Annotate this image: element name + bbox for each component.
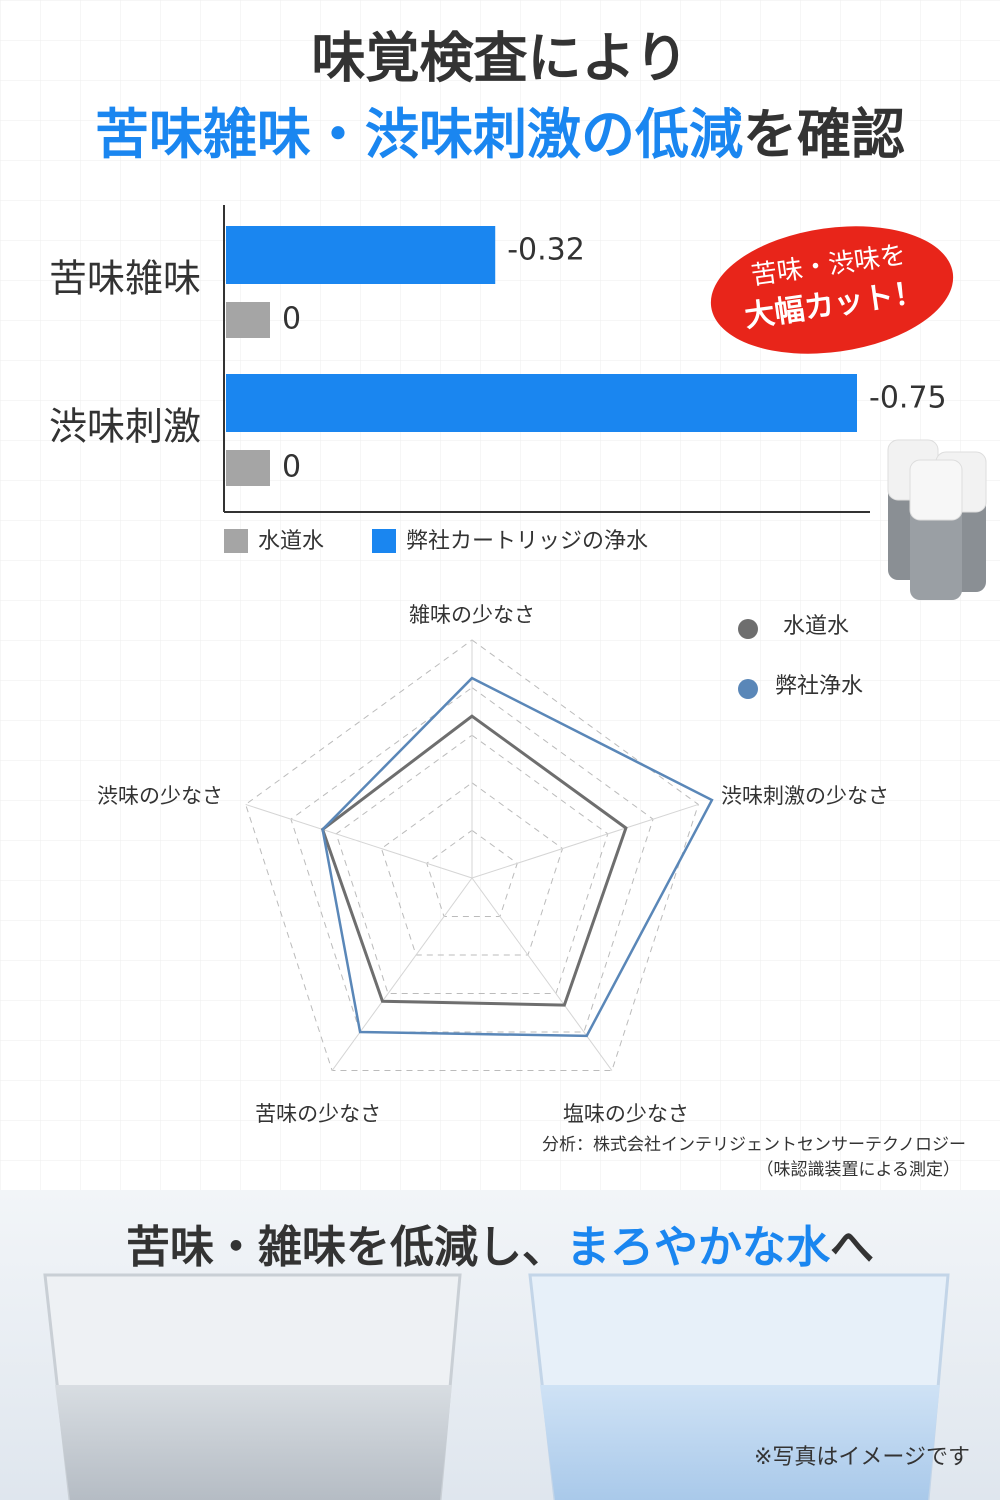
- value-label: 0: [282, 450, 301, 485]
- bar: [226, 226, 496, 284]
- category-label: 苦味雑味: [49, 257, 201, 301]
- badge-shape: [710, 226, 954, 354]
- photo-note: ※写真はイメージです: [754, 1445, 970, 1470]
- grid-ring: [426, 829, 518, 918]
- footer-highlight: まろやかな水: [566, 1222, 831, 1273]
- glass-image: [43, 1273, 950, 1500]
- title-highlight: 苦味雑味・渋味刺激の低減: [95, 103, 743, 166]
- source-note: 分析：株式会社インテリジェントセンサーテクノロジー: [542, 1135, 966, 1155]
- legend-label: 水道水: [783, 614, 849, 639]
- title: 味覚検査により: [312, 27, 689, 90]
- value-label: 0: [282, 302, 301, 337]
- spoke: [471, 803, 699, 879]
- radar-line: [320, 714, 628, 1007]
- spoke: [245, 803, 473, 879]
- cartridge-image: [887, 439, 987, 600]
- axis-label: 雑味の少なさ: [409, 603, 535, 627]
- legend-marker: [738, 679, 758, 699]
- spoke: [331, 877, 473, 1071]
- spoke: [471, 877, 613, 1071]
- legend-label: 水道水: [258, 529, 324, 554]
- grid-ring: [245, 639, 699, 1072]
- title: 苦味雑味・渋味刺激の低減を確認: [95, 103, 905, 166]
- radar-line: [321, 676, 714, 1038]
- legend-swatch: [372, 529, 396, 553]
- footer-headline: 苦味・雑味を低減し、まろやかな水へ: [126, 1222, 874, 1273]
- value-label: -0.75: [869, 381, 947, 416]
- legend-label: 弊社カートリッジの浄水: [406, 529, 648, 554]
- legend-label: 弊社浄水: [775, 674, 863, 699]
- legend-marker: [738, 619, 758, 639]
- bar: [226, 450, 270, 486]
- bar: [226, 374, 857, 432]
- footer-text: 苦味・雑味を低減し、: [126, 1222, 566, 1273]
- axis-label: 渋味の少なさ: [97, 784, 223, 808]
- legend-swatch: [224, 529, 248, 553]
- bar: [226, 302, 270, 338]
- value-label: -0.32: [507, 233, 585, 268]
- footer-text: へ: [830, 1222, 874, 1273]
- axis-label: 塩味の少なさ: [563, 1102, 689, 1126]
- axis-label: 渋味刺激の少なさ: [721, 784, 889, 808]
- source-note: （味認識装置による測定）: [757, 1160, 961, 1180]
- title-rest: を確認: [743, 103, 905, 166]
- grid-ring: [335, 734, 609, 995]
- grid-background: [0, 0, 1000, 1190]
- category-label: 渋味刺激: [49, 405, 201, 449]
- badge: 苦味・渋味を 大幅カット！: [710, 226, 954, 354]
- grid-ring: [380, 782, 564, 956]
- axis-label: 苦味の少なさ: [255, 1102, 381, 1126]
